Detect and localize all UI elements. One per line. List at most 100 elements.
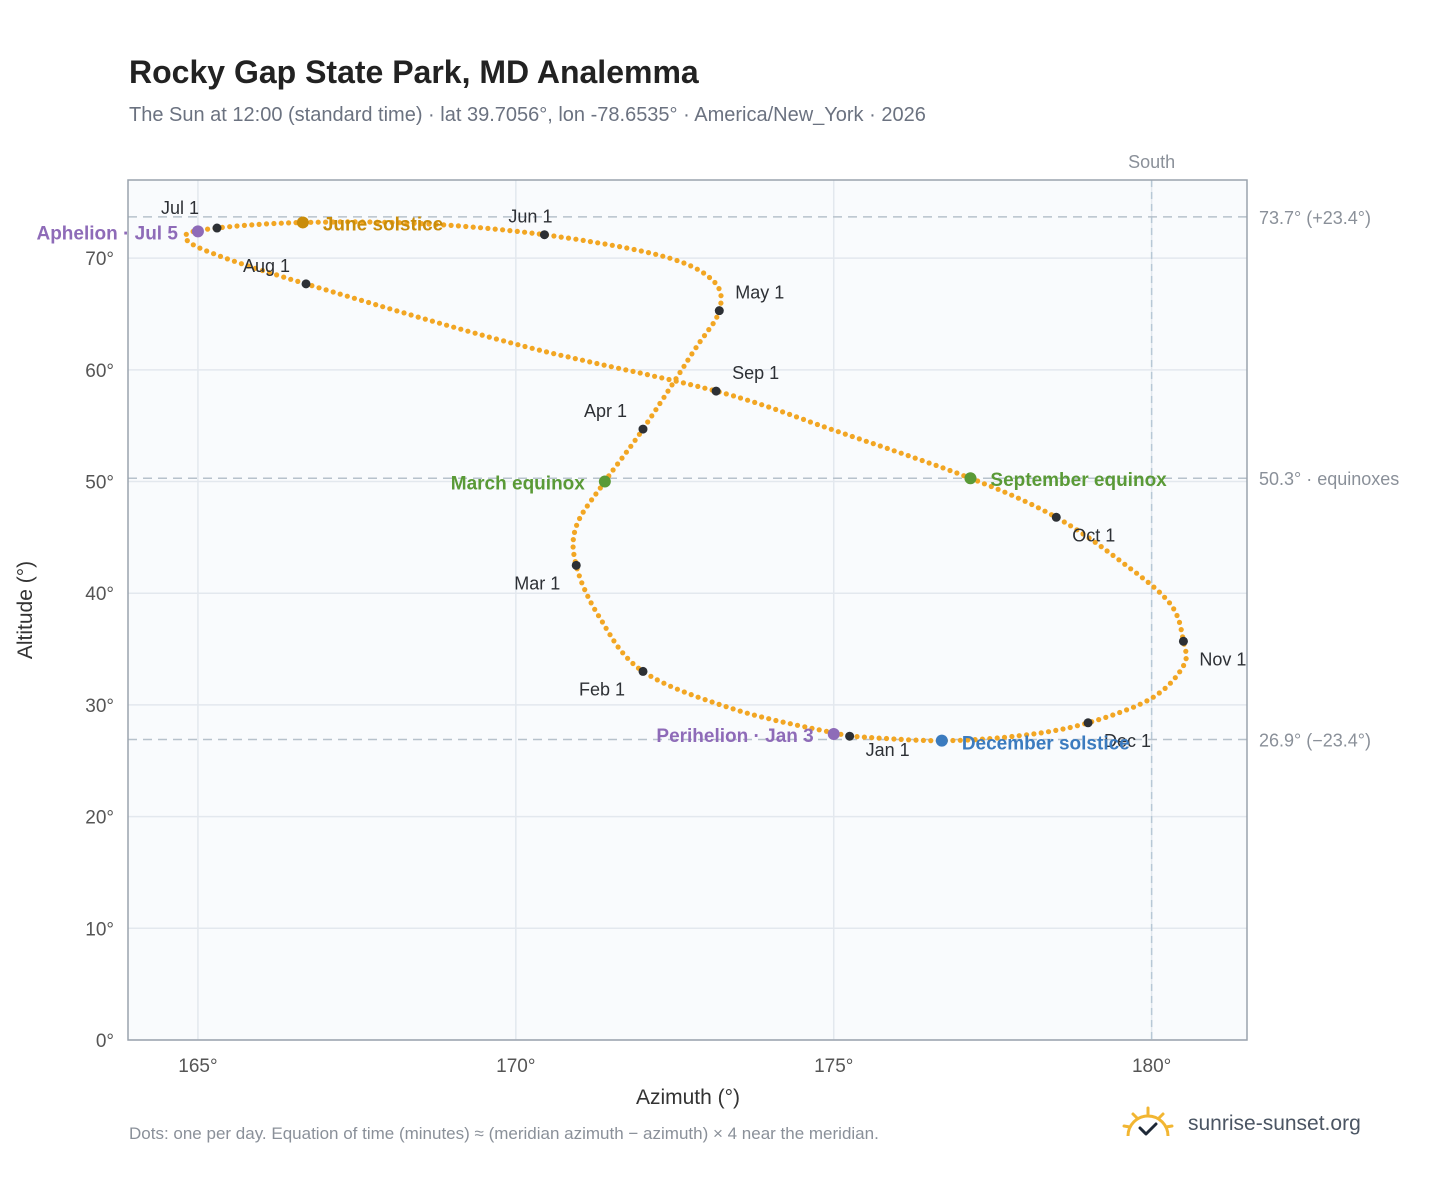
daily-sun-dot — [814, 421, 821, 428]
daily-sun-dot — [1029, 501, 1035, 508]
daily-sun-dot — [184, 238, 190, 244]
daily-sun-dot — [514, 228, 520, 234]
month-label-nov-1: Nov 1 — [1199, 649, 1246, 669]
daily-sun-dot — [295, 278, 301, 284]
daily-sun-dot — [863, 438, 869, 444]
daily-sun-dot — [677, 369, 683, 376]
daily-sun-dot — [183, 231, 189, 237]
reference-line-label: 26.9° (−23.4°) — [1259, 731, 1371, 751]
daily-sun-dot — [352, 219, 358, 225]
daily-sun-dot — [745, 397, 751, 403]
month-label-feb-1: Feb 1 — [579, 679, 625, 699]
daily-sun-dot — [1001, 734, 1008, 740]
daily-sun-dot — [1015, 495, 1022, 501]
brand[interactable]: sunrise-sunset.org — [1120, 1104, 1361, 1144]
month-marker-jun-1 — [539, 230, 549, 240]
daily-sun-dot — [695, 383, 701, 389]
daily-sun-dot — [380, 304, 386, 310]
daily-sun-dot — [615, 461, 621, 467]
daily-sun-dot — [588, 600, 594, 606]
daily-sun-dot — [330, 289, 336, 295]
daily-sun-dot — [702, 697, 708, 703]
daily-sun-dot — [809, 725, 815, 731]
daily-sun-dot — [351, 295, 357, 301]
daily-sun-dot — [714, 314, 720, 320]
daily-sun-dot — [737, 708, 743, 714]
month-label-jul-1: Jul 1 — [161, 198, 199, 218]
daily-sun-dot — [1124, 707, 1130, 713]
daily-sun-dot — [628, 443, 634, 449]
daily-sun-dot — [1162, 685, 1168, 692]
daily-sun-dot — [1074, 723, 1080, 729]
y-tick-label: 50° — [85, 473, 114, 494]
daily-sun-dot — [281, 274, 287, 280]
daily-sun-dot — [816, 727, 822, 733]
daily-sun-dot — [1038, 730, 1044, 736]
daily-sun-dot — [645, 250, 652, 256]
daily-sun-dot — [401, 310, 407, 316]
daily-sun-dot — [358, 297, 365, 303]
daily-sun-dot — [587, 359, 593, 365]
daily-sun-dot — [580, 509, 586, 515]
daily-sun-dot — [587, 239, 594, 245]
daily-sun-dot — [1171, 606, 1177, 612]
daily-sun-dot — [608, 364, 614, 370]
daily-sun-dot — [579, 357, 586, 363]
daily-sun-dot — [429, 318, 435, 324]
daily-sun-dot — [387, 306, 393, 312]
daily-sun-dot — [1156, 690, 1162, 696]
daily-sun-dot — [637, 370, 643, 376]
month-label-aug-1: Aug 1 — [243, 256, 290, 276]
daily-sun-dot — [702, 385, 708, 391]
daily-sun-dot — [529, 230, 535, 236]
daily-sun-dot — [1172, 675, 1178, 681]
daily-sun-dot — [266, 270, 273, 276]
daily-sun-dot — [1181, 662, 1187, 669]
month-marker-mar-1 — [571, 560, 581, 570]
daily-sun-dot — [870, 441, 876, 447]
daily-sun-dot — [394, 308, 400, 314]
daily-sun-dot — [823, 728, 830, 734]
daily-sun-dot — [1178, 627, 1184, 633]
daily-sun-dot — [950, 737, 956, 744]
daily-sun-dot — [652, 373, 658, 379]
daily-sun-dot — [1074, 527, 1080, 533]
daily-sun-dot — [1086, 535, 1092, 541]
daily-sun-dot — [227, 224, 233, 230]
daily-sun-dot — [780, 409, 786, 415]
daily-sun-dot — [1122, 561, 1128, 567]
daily-sun-dot — [1128, 566, 1134, 572]
plot-frame — [127, 179, 1248, 1041]
daily-sun-dot — [712, 279, 718, 286]
daily-sun-dot — [256, 221, 262, 227]
daily-sun-dot — [1183, 648, 1189, 654]
daily-sun-dot — [773, 406, 779, 412]
daily-sun-dot — [308, 219, 314, 225]
daily-sun-dot — [1150, 694, 1156, 700]
daily-sun-dot — [330, 219, 336, 225]
x-tick-label: 180° — [1132, 1056, 1171, 1077]
daily-sun-dot — [1096, 717, 1102, 723]
daily-sun-dot — [1144, 698, 1150, 704]
daily-sun-dot — [599, 619, 606, 625]
event-label-aphelion-jul-5: Aphelion · Jul 5 — [36, 223, 178, 244]
daily-sun-dot — [582, 587, 588, 593]
daily-sun-dot — [580, 237, 586, 243]
daily-sun-dot — [594, 360, 600, 367]
daily-sun-dot — [1134, 570, 1140, 576]
daily-sun-dot — [648, 673, 654, 679]
daily-sun-dot — [448, 222, 454, 228]
daily-sun-dot — [666, 376, 672, 383]
daily-sun-dot — [1009, 492, 1015, 498]
daily-sun-dot — [940, 465, 946, 471]
daily-sun-dot — [577, 515, 583, 522]
month-label-mar-1: Mar 1 — [514, 573, 560, 593]
daily-sun-dot — [794, 722, 801, 728]
daily-sun-dot — [501, 338, 507, 344]
daily-sun-dot — [345, 219, 351, 225]
daily-sun-dot — [1145, 579, 1151, 586]
daily-sun-dot — [685, 357, 691, 363]
event-label-perihelion-jan-3: Perihelion · Jan 3 — [656, 726, 813, 747]
daily-sun-dot — [752, 399, 758, 405]
daily-sun-dot — [602, 241, 608, 247]
